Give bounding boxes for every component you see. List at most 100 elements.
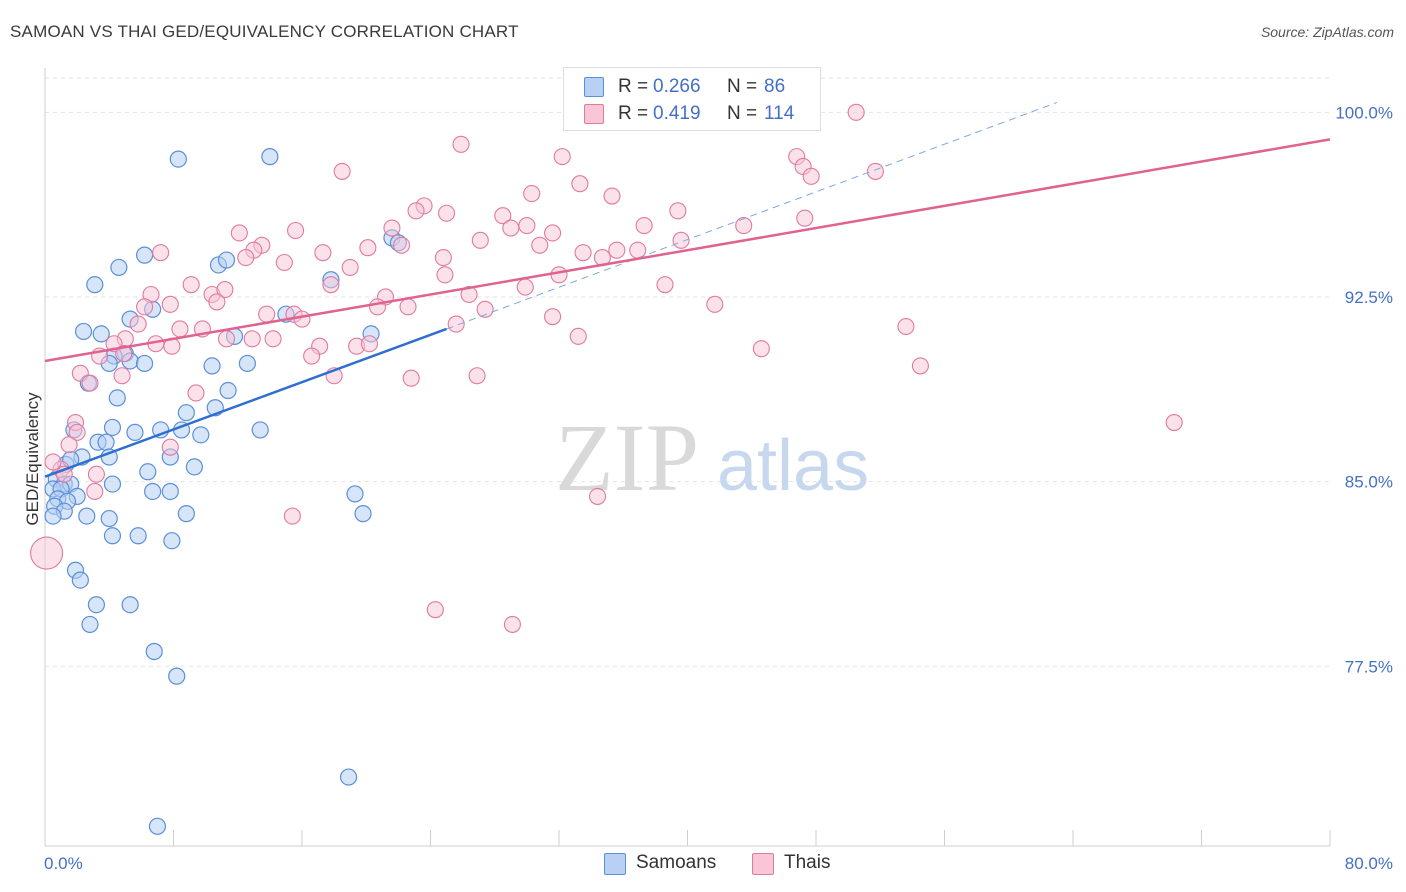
thais-point: [81, 374, 99, 392]
thais-point: [471, 231, 489, 249]
samoans-point: [192, 426, 210, 444]
y-tick-label: 92.5%: [1345, 288, 1393, 307]
samoans-point: [97, 433, 115, 451]
thais-point: [129, 315, 147, 333]
thais-point: [544, 308, 562, 326]
thais-point: [287, 221, 305, 240]
samoans-point: [169, 150, 187, 168]
thais-point: [553, 148, 571, 166]
thais-point: [283, 507, 301, 525]
thais-point: [847, 103, 865, 121]
samoans-point: [161, 482, 179, 501]
thais-point: [706, 295, 724, 313]
thais-point: [383, 219, 401, 237]
samoans-point: [354, 505, 372, 523]
source-note: Source: ZipAtlas.com: [1260, 24, 1394, 40]
thais-point: [86, 482, 104, 501]
watermark-zip: ZIP: [555, 404, 699, 511]
thais-point: [216, 281, 234, 299]
thais-point: [434, 249, 452, 267]
thais-point: [402, 369, 420, 387]
samoans-point: [87, 596, 106, 614]
samoans-point: [145, 642, 163, 661]
n-label: N =: [727, 76, 758, 97]
samoans-point: [217, 251, 236, 269]
samoans-n-value: 86: [764, 76, 786, 97]
thais-point: [113, 367, 131, 385]
samoans-trend-line: [44, 327, 447, 478]
thais-point: [136, 298, 154, 316]
thais-point: [608, 241, 626, 259]
samoans-point: [78, 507, 96, 525]
thais-point: [333, 162, 351, 180]
series-thais-points: [30, 103, 1183, 633]
thais-point: [426, 601, 444, 619]
chart-title: SAMOAN VS THAI GED/EQUIVALENCY CORRELATI…: [10, 22, 519, 41]
thais-point: [571, 175, 589, 193]
samoans-point: [185, 458, 203, 476]
thais-point: [152, 244, 170, 262]
thais-point: [303, 347, 321, 365]
samoans-swatch: [584, 77, 604, 97]
thais-point: [503, 615, 521, 633]
thais-legend-swatch: [752, 853, 774, 875]
thais-point: [476, 300, 494, 318]
thais-point: [518, 217, 536, 235]
thais-r-value: 0.419: [653, 103, 701, 124]
samoans-point: [144, 482, 162, 501]
samoans-point: [86, 276, 104, 294]
samoans-point: [129, 527, 147, 545]
thais-point: [550, 266, 568, 284]
thais-point: [802, 167, 820, 185]
samoans-point: [121, 596, 139, 614]
samoans-point: [203, 357, 221, 375]
thais-point: [161, 295, 179, 313]
y-tick-label: 100.0%: [1335, 103, 1393, 122]
thais-point: [494, 207, 512, 225]
samoans-point: [219, 381, 237, 400]
samoans-point: [110, 258, 128, 277]
thais-point: [243, 330, 261, 348]
thais-point: [368, 298, 387, 316]
samoans-point: [74, 322, 93, 341]
thais-point: [452, 135, 470, 153]
thais-point: [30, 536, 64, 570]
thais-point: [264, 330, 282, 348]
thais-point: [161, 438, 179, 456]
thais-point: [866, 162, 884, 180]
samoans-point: [168, 667, 186, 685]
samoans-point: [71, 571, 89, 589]
thais-legend-label: Thais: [784, 852, 831, 873]
samoans-point: [92, 325, 110, 343]
thais-point: [656, 276, 674, 294]
samoans-point: [251, 421, 269, 439]
thais-swatch: [584, 104, 604, 124]
thais-point: [115, 345, 133, 363]
samoans-point: [163, 532, 181, 550]
thais-point: [230, 224, 248, 242]
thais-point: [468, 367, 486, 385]
thais-point: [393, 236, 411, 254]
trend-layer: [44, 101, 1331, 478]
thais-point: [1165, 413, 1183, 432]
watermark-atlas: atlas: [717, 426, 869, 506]
samoans-point: [126, 423, 144, 441]
samoans-point: [44, 507, 62, 525]
thais-point: [669, 202, 687, 220]
grid-layer: [45, 77, 1330, 667]
thais-point: [911, 357, 929, 375]
samoans-point: [261, 148, 279, 166]
thais-point: [87, 465, 105, 483]
samoans-legend-label: Samoans: [636, 852, 717, 873]
thais-point: [523, 185, 541, 203]
thais-point: [171, 320, 189, 338]
samoans-point: [135, 354, 154, 373]
samoans-point: [238, 354, 256, 373]
x-tick-label: 80.0%: [1345, 854, 1393, 873]
y-tick-label: 85.0%: [1345, 473, 1393, 492]
thais-point: [341, 258, 359, 276]
thais-point: [237, 249, 255, 267]
thais-trend-line: [44, 138, 1331, 363]
samoans-point: [100, 509, 118, 528]
